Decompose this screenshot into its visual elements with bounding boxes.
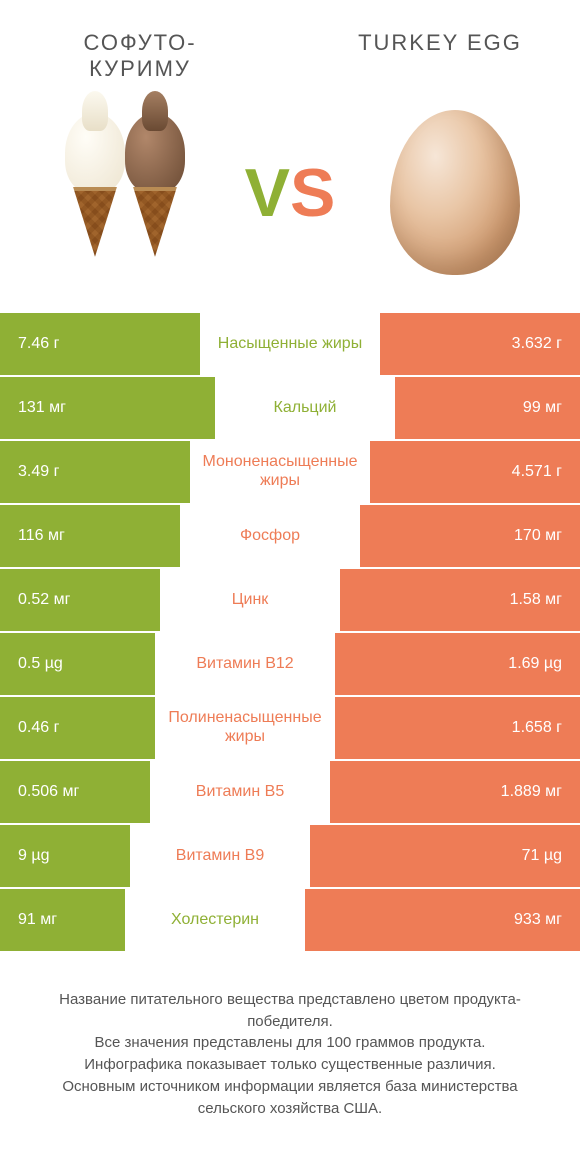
comparison-table: 7.46 гНасыщенные жиры3.632 г131 мгКальци… [0,313,580,953]
right-value: 1.658 г [335,697,580,759]
nutrient-label: Цинк [160,569,340,631]
vs-s: S [290,154,335,232]
images-row: VS [0,93,580,313]
header: СОФУТО-КУРИМУ TURKEY EGG [0,0,580,93]
right-value: 3.632 г [380,313,580,375]
left-value: 7.46 г [0,313,200,375]
table-row: 0.506 мгВитамин B51.889 мг [0,761,580,825]
nutrient-label: Полиненасыщенные жиры [155,697,335,759]
right-value: 99 мг [395,377,580,439]
left-value: 0.506 мг [0,761,150,823]
left-value: 9 µg [0,825,130,887]
left-value: 0.46 г [0,697,155,759]
nutrient-label: Витамин B12 [155,633,335,695]
right-value: 1.69 µg [335,633,580,695]
table-row: 0.5 µgВитамин B121.69 µg [0,633,580,697]
nutrient-label: Витамин B5 [150,761,330,823]
right-product-title: TURKEY EGG [358,30,522,56]
left-product-title: СОФУТО-КУРИМУ [83,30,196,83]
left-value: 0.52 мг [0,569,160,631]
left-product-image [20,103,230,283]
right-product-image [350,103,560,283]
left-value: 3.49 г [0,441,190,503]
footer-note: Название питательного вещества представл… [0,953,580,1120]
left-value: 91 мг [0,889,125,951]
right-title-wrap: TURKEY EGG [320,30,560,83]
nutrient-label: Кальций [215,377,395,439]
table-row: 7.46 гНасыщенные жиры3.632 г [0,313,580,377]
right-value: 170 мг [360,505,580,567]
vs-v: V [245,154,290,232]
left-title-wrap: СОФУТО-КУРИМУ [20,30,260,83]
right-value: 1.889 мг [330,761,580,823]
right-value: 1.58 мг [340,569,580,631]
table-row: 0.46 гПолиненасыщенные жиры1.658 г [0,697,580,761]
nutrient-label: Фосфор [180,505,360,567]
table-row: 0.52 мгЦинк1.58 мг [0,569,580,633]
right-value: 933 мг [305,889,580,951]
left-value: 116 мг [0,505,180,567]
egg-icon [390,110,520,275]
nutrient-label: Мононенасыщенные жиры [190,441,370,503]
ice-cream-icon [45,103,205,283]
nutrient-label: Холестерин [125,889,305,951]
nutrient-label: Насыщенные жиры [200,313,380,375]
table-row: 116 мгФосфор170 мг [0,505,580,569]
vs-label: VS [230,154,350,232]
table-row: 3.49 гМононенасыщенные жиры4.571 г [0,441,580,505]
nutrient-label: Витамин B9 [130,825,310,887]
table-row: 9 µgВитамин B971 µg [0,825,580,889]
table-row: 131 мгКальций99 мг [0,377,580,441]
right-value: 71 µg [310,825,580,887]
left-value: 0.5 µg [0,633,155,695]
left-value: 131 мг [0,377,215,439]
right-value: 4.571 г [370,441,580,503]
table-row: 91 мгХолестерин933 мг [0,889,580,953]
